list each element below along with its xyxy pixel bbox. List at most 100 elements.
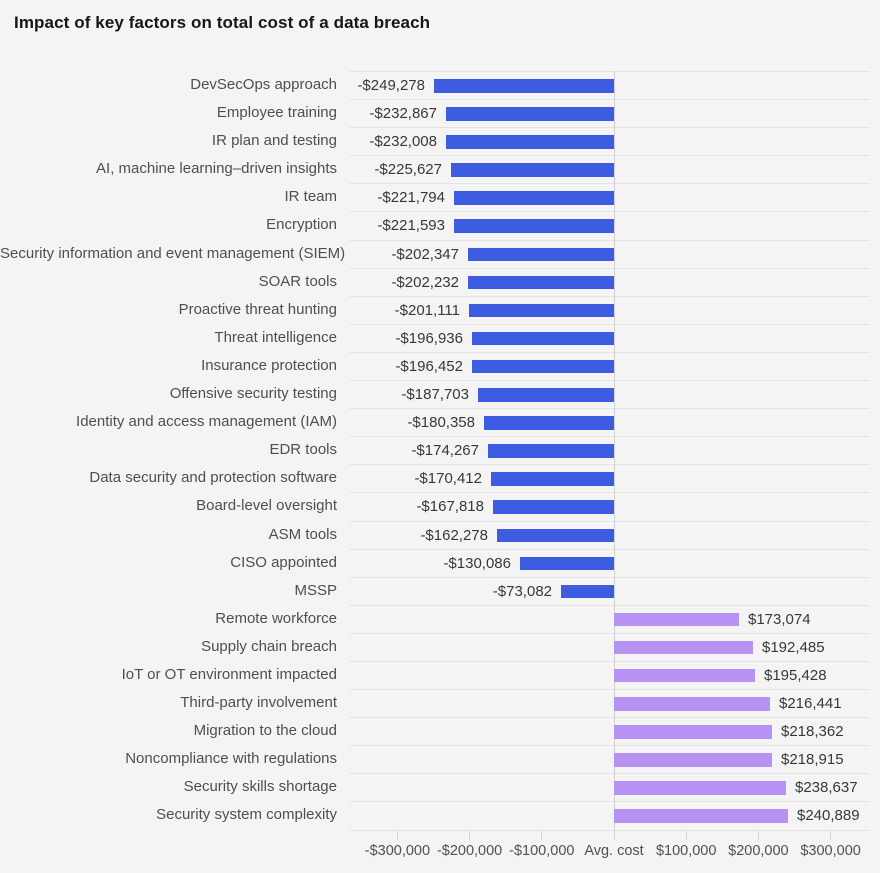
row-plot-area: $218,362	[350, 717, 870, 745]
value-label: $218,915	[781, 751, 844, 769]
row-plot-area: -$170,412	[350, 464, 870, 492]
row-plot-area: -$73,082	[350, 576, 870, 605]
value-label: -$202,232	[391, 273, 459, 291]
chart-row: IR team -$221,794	[0, 183, 880, 211]
cost-decrease-bar	[454, 219, 614, 233]
row-plot-area: -$221,794	[350, 183, 870, 211]
category-label: ASM tools	[268, 525, 337, 543]
row-plot-area: -$174,267	[350, 436, 870, 464]
row-plot-area: -$196,452	[350, 351, 870, 380]
page-title: Impact of key factors on total cost of a…	[14, 13, 431, 32]
category-label: DevSecOps approach	[190, 76, 337, 93]
value-label: $173,074	[748, 610, 811, 628]
chart-row: Migration to the cloud $218,362	[0, 717, 880, 745]
cost-increase-bar	[614, 725, 772, 739]
x-axis-tick-mark	[685, 830, 687, 840]
value-label: $216,441	[779, 695, 842, 713]
x-axis-tick-mark	[541, 830, 543, 840]
chart-row: ASM tools -$162,278	[0, 520, 880, 549]
chart-row: EDR tools -$174,267	[0, 436, 880, 464]
cost-decrease-bar	[468, 247, 614, 262]
value-label: -$201,111	[394, 301, 460, 319]
category-label: Offensive security testing	[169, 385, 337, 403]
chart-rows: DevSecOps approach -$249,278 Employee trai…	[0, 71, 880, 830]
cost-increase-bar	[614, 668, 755, 683]
x-axis-tick-label: $200,000	[728, 842, 789, 859]
row-plot-area: -$202,232	[350, 267, 870, 296]
chart-row: Insurance protection -$196,452	[0, 351, 880, 380]
category-label: IoT or OT environment impacted	[121, 665, 337, 683]
cost-decrease-bar	[497, 528, 614, 542]
chart-row: Board-level oversight -$167,818	[0, 492, 880, 520]
category-label: MSSP	[294, 581, 337, 599]
x-axis-tick-mark	[830, 830, 832, 840]
row-plot-area: -$225,627	[350, 155, 870, 183]
chart-row: MSSP -$73,082	[0, 576, 880, 605]
cost-decrease-bar	[484, 416, 614, 430]
x-axis-tick-mark	[396, 830, 398, 840]
x-axis-ticks	[350, 830, 870, 840]
row-plot-area: -$202,347	[350, 239, 870, 268]
chart-row: Identity and access management (IAM) -$18…	[0, 408, 880, 436]
value-label: -$174,267	[411, 442, 479, 460]
value-label: -$221,593	[377, 217, 445, 235]
cost-increase-bar	[614, 697, 770, 711]
row-plot-area: -$201,111	[350, 295, 870, 324]
value-label: -$170,412	[414, 470, 482, 488]
value-label: -$221,794	[377, 189, 445, 207]
category-label: IR team	[284, 188, 337, 206]
chart-row: Proactive threat hunting -$201,111	[0, 295, 880, 324]
category-label: Proactive threat hunting	[178, 300, 337, 318]
category-label: AI, machine learning–driven insights	[96, 160, 337, 178]
chart-row: Third-party involvement $216,441	[0, 689, 880, 717]
chart-row: Supply chain breach $192,485	[0, 632, 880, 661]
category-label: Security skills shortage	[183, 778, 337, 796]
row-plot-area: -$232,867	[350, 99, 870, 127]
category-label: Identity and access management (IAM)	[76, 413, 337, 431]
category-label: Encryption	[266, 216, 337, 234]
chart-row: Security information and event managemen…	[0, 239, 880, 268]
value-label: -$225,627	[374, 161, 442, 179]
cost-decrease-bar	[454, 191, 614, 205]
chart-row: Security system complexity $240,889	[0, 801, 880, 829]
x-axis-tick-label: -$200,000	[436, 842, 503, 859]
cost-decrease-bar	[472, 331, 614, 346]
cost-decrease-bar	[446, 135, 614, 149]
row-plot-area: $216,441	[350, 689, 870, 717]
chart-row: Remote workforce $173,074	[0, 604, 880, 633]
cost-decrease-bar	[478, 388, 614, 402]
x-axis-tick-label: $100,000	[655, 842, 717, 859]
row-plot-area: -$130,086	[350, 548, 870, 577]
chart-row: Encryption -$221,593	[0, 211, 880, 239]
row-plot-area: $173,074	[350, 604, 870, 633]
value-label: $192,485	[762, 638, 825, 656]
chart-row: Threat intelligence -$196,936	[0, 323, 880, 352]
cost-decrease-bar	[446, 107, 614, 121]
row-plot-area: -$249,278	[350, 71, 870, 99]
category-label: Supply chain breach	[201, 637, 337, 655]
value-label: -$196,452	[395, 357, 463, 375]
value-label: -$196,936	[395, 329, 463, 347]
x-axis-tick-label: Avg. cost	[584, 842, 644, 859]
cost-decrease-bar	[488, 444, 614, 458]
cost-decrease-bar	[469, 303, 614, 318]
bar-chart: DevSecOps approach -$249,278 Employee trai…	[0, 71, 880, 862]
row-plot-area: -$180,358	[350, 408, 870, 436]
row-plot-area: -$167,818	[350, 492, 870, 520]
value-label: -$202,347	[391, 245, 459, 263]
chart-row: Offensive security testing -$187,703	[0, 380, 880, 408]
row-plot-area: $240,889	[350, 801, 870, 829]
x-axis-tick-label: -$300,000	[364, 842, 431, 859]
x-axis-tick-label: -$100,000	[509, 842, 575, 859]
cost-increase-bar	[614, 809, 788, 823]
row-plot-area: $195,428	[350, 660, 870, 689]
category-label: Security system complexity	[156, 806, 337, 824]
cost-increase-bar	[614, 753, 772, 767]
row-plot-area: $192,485	[350, 632, 870, 661]
cost-increase-bar	[614, 781, 786, 795]
chart-row: Data security and protection software -$1…	[0, 464, 880, 492]
category-label: CISO appointed	[230, 553, 337, 571]
category-label: Migration to the cloud	[193, 722, 337, 740]
category-label: Noncompliance with regulations	[125, 750, 337, 768]
category-label: IR plan and testing	[211, 132, 337, 150]
